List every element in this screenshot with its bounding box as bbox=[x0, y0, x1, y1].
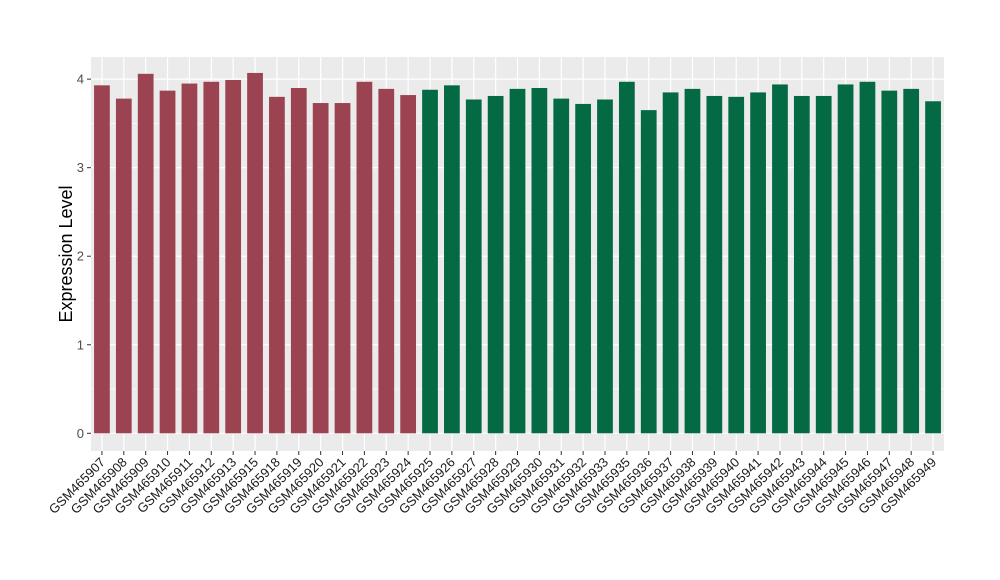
bar-GSM465943 bbox=[793, 95, 810, 434]
bar-GSM465915 bbox=[247, 72, 263, 434]
bar-GSM465949 bbox=[925, 101, 941, 434]
bar-GSM465937 bbox=[662, 92, 679, 434]
y-tick-label: 0 bbox=[77, 426, 84, 441]
bar-GSM465913 bbox=[225, 80, 242, 434]
bar-GSM465928 bbox=[487, 95, 504, 434]
bar-GSM465935 bbox=[618, 81, 635, 434]
bar-GSM465922 bbox=[356, 81, 373, 434]
bar-GSM465907 bbox=[94, 85, 110, 434]
bar-GSM465927 bbox=[465, 99, 482, 434]
y-axis-title: Expression Level bbox=[56, 185, 76, 322]
y-tick-label: 1 bbox=[77, 337, 84, 352]
bar-GSM465948 bbox=[903, 88, 920, 434]
bar-GSM465918 bbox=[269, 96, 285, 434]
x-axis: GSM465907GSM465908GSM465909GSM465910GSM4… bbox=[46, 451, 939, 517]
bar-GSM465924 bbox=[400, 95, 417, 434]
bar-GSM465941 bbox=[750, 92, 766, 434]
bar-GSM465946 bbox=[859, 81, 876, 434]
bar-GSM465919 bbox=[290, 87, 307, 434]
bar-GSM465942 bbox=[772, 84, 788, 434]
y-tick-label: 3 bbox=[77, 160, 84, 175]
bar-GSM465912 bbox=[203, 81, 220, 434]
bar-GSM465923 bbox=[378, 88, 395, 434]
bar-GSM465933 bbox=[597, 99, 613, 434]
bar-GSM465945 bbox=[837, 84, 854, 434]
bar-GSM465926 bbox=[444, 85, 460, 434]
bar-GSM465938 bbox=[684, 88, 701, 434]
bar-GSM465944 bbox=[815, 95, 832, 434]
bar-GSM465911 bbox=[181, 83, 198, 434]
y-axis: 0 1 2 3 4 bbox=[77, 72, 91, 441]
bar-GSM465940 bbox=[728, 96, 745, 434]
y-tick-label: 4 bbox=[77, 72, 84, 87]
bar-GSM465920 bbox=[312, 103, 329, 434]
bars bbox=[94, 72, 941, 434]
bar-GSM465925 bbox=[422, 89, 438, 434]
bar-GSM465936 bbox=[640, 110, 657, 434]
bar-GSM465908 bbox=[115, 98, 132, 434]
y-tick-label: 2 bbox=[77, 249, 84, 264]
bar-GSM465921 bbox=[334, 103, 351, 434]
bar-GSM465931 bbox=[553, 98, 570, 434]
bar-GSM465932 bbox=[575, 103, 591, 434]
bar-GSM465929 bbox=[509, 88, 526, 434]
bar-GSM465939 bbox=[706, 95, 723, 434]
bar-GSM465930 bbox=[531, 87, 548, 434]
bar-GSM465947 bbox=[881, 90, 898, 434]
bar-GSM465909 bbox=[137, 73, 154, 434]
bar-GSM465910 bbox=[159, 90, 176, 434]
